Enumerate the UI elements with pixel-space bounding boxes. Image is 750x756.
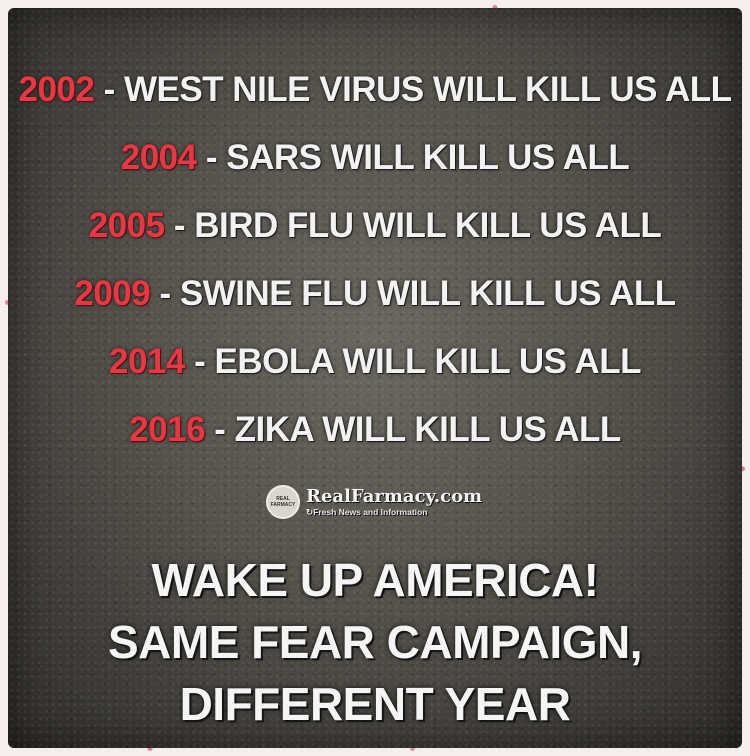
timeline-year: 2009 <box>74 274 151 313</box>
badge-top-text: REAL <box>276 496 290 502</box>
timeline-line-2009: 2009 - SWINE FLU WILL KILL US ALL <box>0 274 750 314</box>
timeline-line-2016: 2016 - ZIKA WILL KILL US ALL <box>0 410 750 450</box>
timeline-line-2005: 2005 - BIRD FLU WILL KILL US ALL <box>0 206 750 246</box>
timeline-year: 2016 <box>129 410 206 449</box>
logo-name: RealFarmacy.com <box>306 486 483 507</box>
concrete-texture <box>8 8 742 748</box>
timeline-year: 2005 <box>88 206 165 245</box>
logo-tagline: ↻Fresh News and Information <box>306 507 482 517</box>
timeline-year: 2002 <box>18 70 95 109</box>
timeline-text: - EBOLA WILL KILL US ALL <box>184 342 641 381</box>
headline-line-2: SAME FEAR CAMPAIGN, <box>108 616 643 668</box>
realfarmacy-logo: REAL FARMACY RealFarmacy.com ↻Fresh News… <box>266 485 482 519</box>
tagline-icon: ↻ <box>306 507 314 517</box>
timeline-text: - BIRD FLU WILL KILL US ALL <box>164 206 662 245</box>
timeline-text: - WEST NILE VIRUS WILL KILL US ALL <box>94 70 732 109</box>
concrete-background <box>8 8 742 748</box>
timeline-year: 2004 <box>120 138 197 177</box>
headline-line-3: DIFFERENT YEAR <box>179 678 571 730</box>
timeline-line-2004: 2004 - SARS WILL KILL US ALL <box>0 138 750 178</box>
timeline-text: - SWINE FLU WILL KILL US ALL <box>150 274 676 313</box>
timeline-year: 2014 <box>109 342 185 381</box>
realfarmacy-badge-icon: REAL FARMACY <box>266 485 300 519</box>
logo-text-block: RealFarmacy.com ↻Fresh News and Informat… <box>306 486 483 518</box>
timeline-text: - ZIKA WILL KILL US ALL <box>205 410 621 449</box>
badge-bottom-text: FARMACY <box>270 502 296 508</box>
timeline-text: - SARS WILL KILL US ALL <box>196 138 630 177</box>
timeline-line-2014: 2014 - EBOLA WILL KILL US ALL <box>0 342 750 382</box>
headline-line-1: WAKE UP AMERICA! <box>151 554 599 606</box>
tagline-text: Fresh News and Information <box>313 507 428 517</box>
timeline-line-2002: 2002 - WEST NILE VIRUS WILL KILL US ALL <box>0 70 750 110</box>
